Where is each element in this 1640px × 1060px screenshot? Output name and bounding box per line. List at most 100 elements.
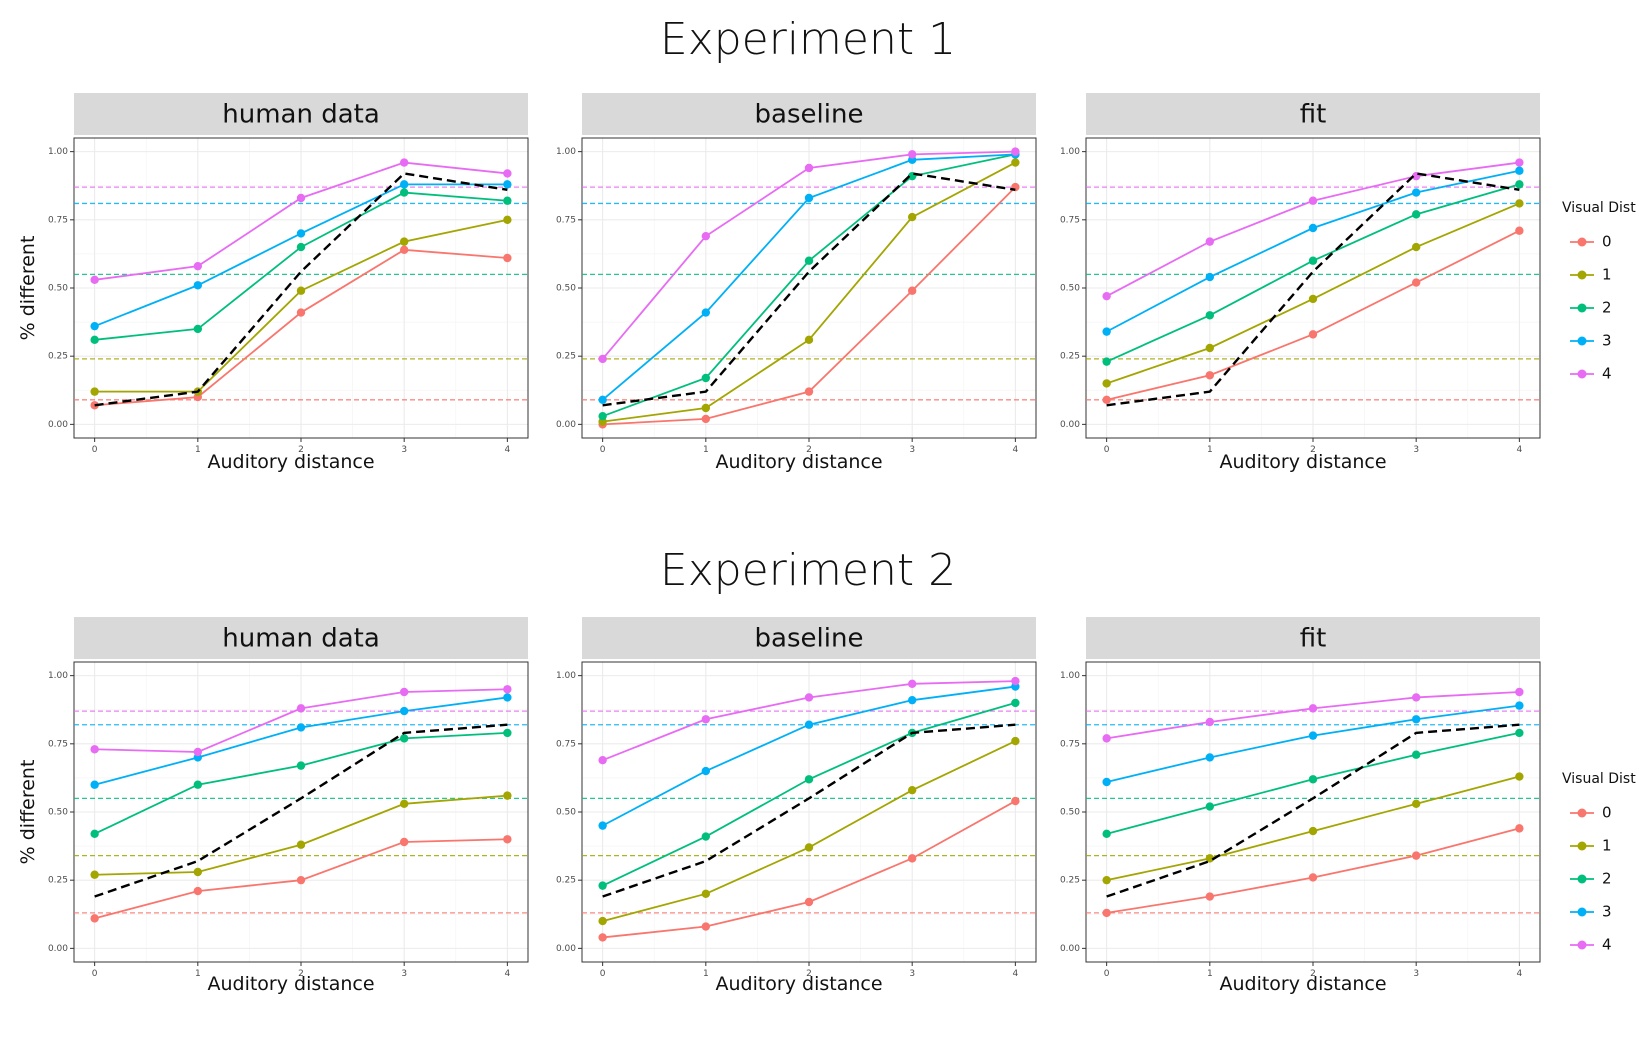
x-axis-title: Auditory distance	[207, 973, 374, 995]
data-point	[193, 780, 203, 789]
series-1	[1102, 772, 1524, 885]
data-point	[296, 193, 306, 203]
panel-fit: fit 0.00 0.25 0.50 0.75 1.00 0 1 2 3 4 Auditory dis…	[1060, 617, 1541, 995]
y-tick-label: 0.75	[48, 739, 68, 749]
data-point	[90, 914, 99, 923]
data-point	[1205, 343, 1215, 353]
x-tick-label: 4	[1516, 445, 1522, 455]
data-point	[804, 843, 814, 852]
data-point	[399, 237, 409, 246]
data-point	[296, 761, 306, 770]
facet-label: human data	[222, 100, 380, 130]
facet-strip	[1086, 617, 1540, 659]
data-point	[907, 695, 917, 705]
data-point	[1308, 294, 1318, 304]
data-point	[296, 242, 306, 252]
data-point	[598, 821, 607, 830]
y-tick-label: 0.25	[1060, 352, 1080, 362]
data-point	[503, 693, 512, 702]
legend-label: 1	[1602, 837, 1612, 855]
x-tick-label: 1	[195, 969, 201, 979]
grid	[582, 138, 1036, 438]
data-point	[1102, 327, 1111, 336]
y-tick-label: 0.00	[1060, 944, 1080, 954]
y-tick-label: 0.00	[1060, 420, 1080, 430]
data-point	[399, 245, 409, 255]
data-point	[1102, 908, 1111, 918]
data-point	[1308, 731, 1318, 740]
y-tick-label: 0.50	[1060, 284, 1080, 294]
x-tick-label: 1	[1207, 969, 1213, 979]
data-point	[399, 687, 409, 697]
x-tick-label: 0	[600, 445, 606, 455]
series-4	[1102, 687, 1524, 743]
series-3	[1102, 701, 1524, 787]
data-point	[1011, 698, 1020, 708]
y-tick-label: 0.25	[556, 876, 576, 886]
data-point	[1515, 824, 1524, 833]
data-point	[598, 395, 607, 405]
data-point	[503, 169, 512, 178]
data-point	[1102, 357, 1111, 366]
data-point	[399, 158, 409, 167]
facet-label: fit	[1300, 624, 1327, 654]
data-point	[701, 889, 711, 899]
series-4	[1102, 158, 1524, 301]
data-point	[804, 720, 814, 729]
y-tick-label: 0.75	[556, 739, 576, 749]
data-point	[399, 706, 409, 716]
data-point	[399, 180, 409, 189]
data-point	[1515, 772, 1524, 781]
legend-label: 0	[1602, 233, 1612, 251]
data-point	[503, 196, 512, 205]
data-point	[1411, 188, 1421, 197]
data-point	[90, 745, 99, 754]
data-point	[598, 411, 607, 421]
series-0	[90, 245, 512, 410]
series-4	[598, 147, 1020, 364]
data-point	[1515, 728, 1524, 738]
data-point	[193, 886, 203, 896]
data-point	[1308, 704, 1318, 713]
data-point	[503, 215, 512, 225]
data-point	[1205, 717, 1215, 727]
data-point	[804, 256, 814, 265]
y-tick-label: 0.25	[556, 352, 576, 362]
x-tick-label: 0	[600, 969, 606, 979]
data-point	[1205, 311, 1215, 320]
legend: Visual Dist 0 1 2 3 4	[1562, 771, 1636, 954]
data-point	[1515, 199, 1524, 208]
data-point	[598, 354, 607, 364]
data-point	[1102, 395, 1111, 405]
data-point	[907, 854, 917, 863]
x-tick-label: 2	[806, 445, 812, 455]
data-point	[1308, 223, 1318, 233]
data-point	[1515, 166, 1524, 175]
x-tick-label: 2	[298, 445, 304, 455]
data-point	[1205, 802, 1215, 811]
panel-human-data: human data 0.00 0.25 0.50 0.75 1.00 0 1 2 3 4 Audit…	[17, 93, 529, 473]
series-0	[1102, 824, 1524, 918]
data-point	[907, 785, 917, 795]
x-tick-label: 4	[504, 969, 510, 979]
series-0	[90, 835, 512, 923]
series-2	[90, 728, 512, 839]
y-tick-label: 1.00	[48, 147, 68, 157]
data-point	[1205, 892, 1215, 901]
data-point	[296, 840, 306, 849]
y-tick-label: 0.50	[48, 284, 68, 294]
mean-line	[1106, 172, 1520, 407]
data-point	[1205, 854, 1215, 863]
x-axis-title: Auditory distance	[715, 451, 882, 473]
series-2	[1102, 728, 1524, 839]
data-point	[598, 881, 607, 890]
data-point	[503, 791, 512, 800]
series-4	[90, 158, 512, 285]
data-point	[701, 414, 711, 424]
y-tick-label: 1.00	[48, 671, 68, 681]
series-4	[90, 685, 512, 757]
data-point	[804, 387, 814, 396]
data-point	[193, 867, 203, 877]
data-point	[907, 150, 917, 159]
